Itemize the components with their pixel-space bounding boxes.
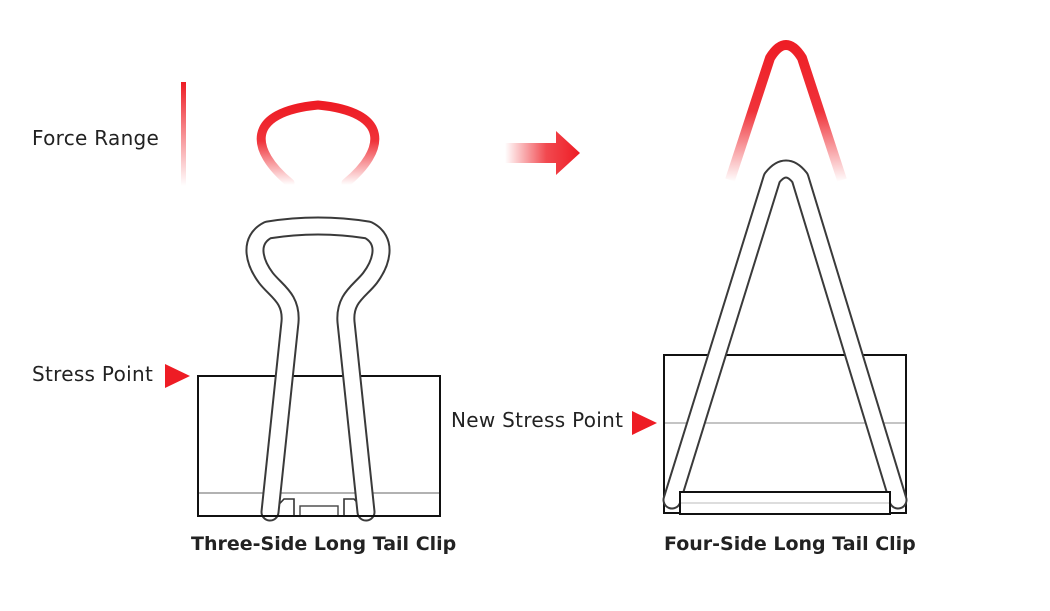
new-stress-point-label: New Stress Point [451,408,624,432]
four-side-clip [662,159,908,515]
transition-arrow-icon [505,131,580,175]
force-range-label: Force Range [32,126,160,150]
four-side-clip-caption: Four-Side Long Tail Clip [664,533,916,555]
stress-point-marker-icon [165,364,190,388]
three-side-clip-body [197,375,441,517]
three-side-clip-caption: Three-Side Long Tail Clip [191,533,457,555]
new-stress-point-marker-icon [632,411,657,435]
force-range-arc-wide [725,40,847,182]
stress-point-label: Stress Point [32,362,154,386]
three-side-clip [197,216,441,522]
force-range-arc-narrow [256,100,380,188]
force-range-bar-icon [181,82,186,186]
